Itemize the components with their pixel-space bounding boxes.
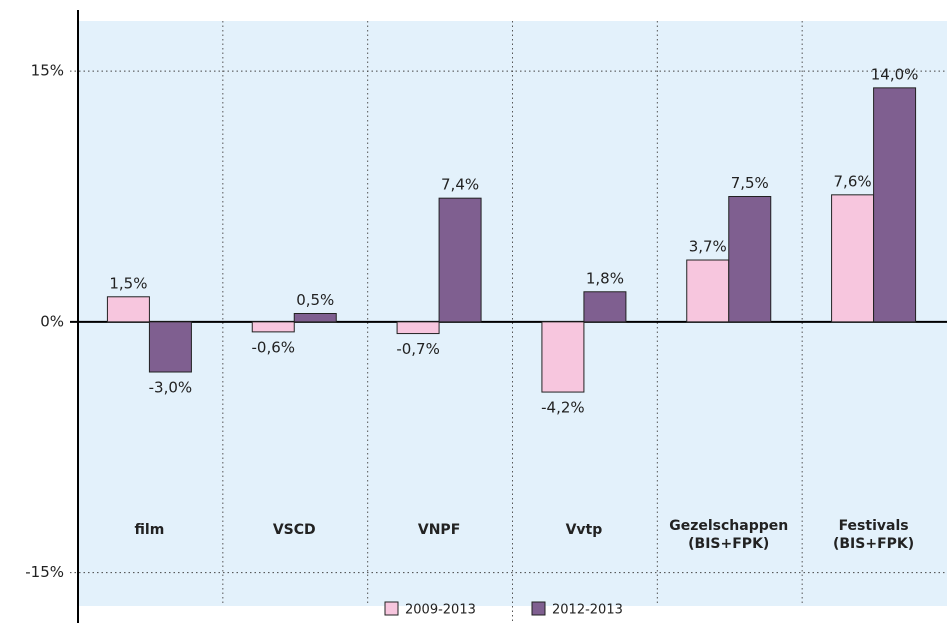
data-label: 7,4% (441, 176, 479, 194)
bar (583, 291, 627, 323)
data-label: -0,6% (251, 338, 295, 356)
x-tick-label: VSCD (273, 522, 316, 538)
x-tick-label: Festivals (BIS+FPK) (833, 518, 914, 552)
bar (873, 87, 917, 323)
legend-swatch (384, 601, 399, 616)
bar (686, 259, 730, 323)
x-tick-label: VNPF (418, 522, 460, 538)
data-label: 14,0% (871, 65, 919, 83)
x-tick-label: Gezelschappen (BIS+FPK) (669, 518, 788, 552)
data-label: 1,8% (586, 269, 624, 287)
bar (293, 313, 337, 323)
y-tick-label: -15% (25, 563, 64, 581)
data-label: 0,5% (296, 291, 334, 309)
x-tick-label: film (135, 522, 165, 538)
bar (396, 321, 440, 335)
data-label: -3,0% (149, 379, 193, 397)
bar (106, 296, 150, 323)
data-label: -0,7% (396, 340, 440, 358)
bar (438, 197, 482, 323)
bar (728, 196, 772, 323)
legend-label: 2012-2013 (552, 603, 623, 618)
data-label: 1,5% (109, 274, 147, 292)
data-label: 3,7% (689, 238, 727, 256)
x-tick-label: Vvtp (566, 522, 603, 538)
bar (148, 321, 192, 373)
y-tick-label: 15% (31, 62, 64, 80)
data-label: -4,2% (541, 399, 585, 417)
bar (831, 194, 875, 323)
legend-label: 2009-2013 (405, 603, 476, 618)
legend-swatch (531, 601, 546, 616)
bar (251, 321, 295, 333)
bar (541, 321, 585, 393)
y-tick-label: 0% (40, 312, 64, 330)
data-label: 7,6% (834, 172, 872, 190)
data-label: 7,5% (731, 174, 769, 192)
